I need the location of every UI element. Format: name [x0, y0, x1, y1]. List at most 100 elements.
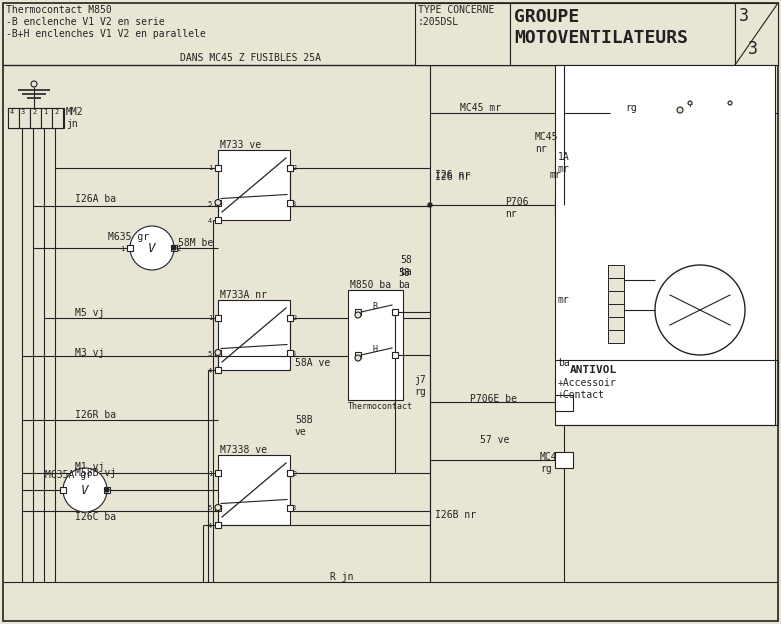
Text: 1: 1: [208, 470, 212, 477]
Text: 58A ve: 58A ve: [295, 358, 330, 368]
Text: MC45
nr: MC45 nr: [535, 132, 558, 154]
Text: 3: 3: [739, 7, 749, 25]
Bar: [608, 330, 624, 343]
Text: rg: rg: [625, 103, 637, 113]
Bar: [735, 3, 778, 65]
Bar: [510, 3, 735, 65]
Bar: [215, 504, 221, 510]
Text: +: +: [688, 100, 693, 109]
Bar: [215, 367, 221, 373]
Bar: [608, 304, 624, 317]
Text: 1: 1: [208, 316, 212, 321]
Text: -B enclenche V1 V2 en serie: -B enclenche V1 V2 en serie: [6, 17, 165, 27]
Bar: [415, 3, 510, 65]
Text: M733A nr: M733A nr: [220, 290, 267, 300]
Circle shape: [688, 101, 692, 105]
Bar: [287, 504, 293, 510]
Text: I26B nr: I26B nr: [435, 510, 476, 520]
Text: 1: 1: [43, 109, 47, 115]
Bar: [287, 165, 293, 170]
Text: 2: 2: [292, 470, 296, 477]
Bar: [8, 108, 19, 128]
Text: M7338 ve: M7338 ve: [220, 445, 267, 455]
Text: Thermocontact: Thermocontact: [348, 402, 413, 411]
Circle shape: [677, 107, 683, 113]
Bar: [215, 165, 221, 170]
Bar: [355, 352, 361, 358]
Bar: [685, 97, 740, 132]
Text: 2: 2: [292, 316, 296, 321]
Bar: [215, 349, 221, 356]
Bar: [610, 95, 630, 108]
Bar: [610, 95, 630, 135]
Bar: [392, 352, 398, 358]
Text: 1: 1: [119, 246, 124, 252]
Text: 4: 4: [10, 109, 14, 115]
Circle shape: [172, 246, 176, 250]
Bar: [215, 217, 221, 223]
Text: MC45 mr: MC45 mr: [460, 103, 501, 113]
Text: R jn: R jn: [330, 572, 354, 582]
Text: P706E be: P706E be: [470, 394, 517, 404]
Text: P706
nr: P706 nr: [505, 197, 529, 218]
Bar: [348, 290, 403, 400]
Text: 5: 5: [208, 351, 212, 356]
Bar: [104, 487, 110, 493]
Text: 58M be: 58M be: [178, 238, 213, 248]
Text: TYPE CONCERNE
:205DSL: TYPE CONCERNE :205DSL: [418, 5, 494, 27]
Bar: [555, 133, 573, 149]
Text: M635A gr: M635A gr: [45, 470, 92, 480]
Text: 57 ve: 57 ve: [480, 435, 509, 445]
Bar: [52, 108, 63, 128]
Text: M5 vj: M5 vj: [75, 308, 105, 318]
Text: M635 gr: M635 gr: [108, 232, 149, 242]
Text: GROUPE
MOTOVENTILATEURS: GROUPE MOTOVENTILATEURS: [514, 8, 688, 47]
Circle shape: [31, 81, 37, 87]
Text: 1: 1: [208, 165, 212, 172]
Circle shape: [215, 504, 221, 510]
Bar: [608, 278, 624, 291]
Text: -: -: [728, 100, 733, 109]
Bar: [171, 245, 177, 251]
Bar: [218, 455, 290, 525]
Text: ba: ba: [558, 358, 570, 368]
Text: 5: 5: [208, 200, 212, 207]
Bar: [287, 349, 293, 356]
Text: I26C ba: I26C ba: [75, 512, 116, 522]
Bar: [392, 309, 398, 315]
Text: 2: 2: [176, 246, 180, 252]
Bar: [287, 200, 293, 205]
Text: M58B vj: M58B vj: [75, 468, 116, 478]
Bar: [610, 108, 630, 121]
Text: 58
ba: 58 ba: [400, 255, 412, 276]
Text: 2: 2: [54, 109, 59, 115]
Circle shape: [655, 265, 745, 355]
Text: I26 nr: I26 nr: [435, 170, 470, 180]
Text: mr: mr: [550, 170, 562, 180]
Bar: [19, 108, 30, 128]
Bar: [555, 395, 573, 411]
Text: DANS MC45 Z FUSIBLES 25A: DANS MC45 Z FUSIBLES 25A: [180, 53, 321, 63]
Text: M850 ba: M850 ba: [350, 280, 391, 290]
Bar: [287, 469, 293, 475]
Bar: [60, 487, 66, 493]
Bar: [127, 245, 133, 251]
Text: I26A ba: I26A ba: [75, 195, 116, 205]
Circle shape: [728, 101, 732, 105]
Text: 3: 3: [748, 40, 758, 58]
Circle shape: [130, 226, 174, 270]
Text: 4: 4: [208, 523, 212, 529]
Bar: [30, 108, 41, 128]
Text: 58
ba: 58 ba: [398, 268, 410, 290]
Text: M733 ve: M733 ve: [220, 140, 261, 150]
Text: 5: 5: [208, 505, 212, 512]
Text: 58B
ve: 58B ve: [295, 415, 312, 437]
Circle shape: [105, 488, 109, 492]
Text: V: V: [81, 484, 89, 497]
Text: M3 vj: M3 vj: [75, 348, 105, 358]
Text: M1 vj: M1 vj: [75, 462, 105, 472]
Text: V: V: [148, 241, 155, 255]
Text: I26 nr: I26 nr: [435, 172, 470, 182]
Text: I26R ba: I26R ba: [75, 410, 116, 420]
Text: mr: mr: [558, 295, 570, 305]
